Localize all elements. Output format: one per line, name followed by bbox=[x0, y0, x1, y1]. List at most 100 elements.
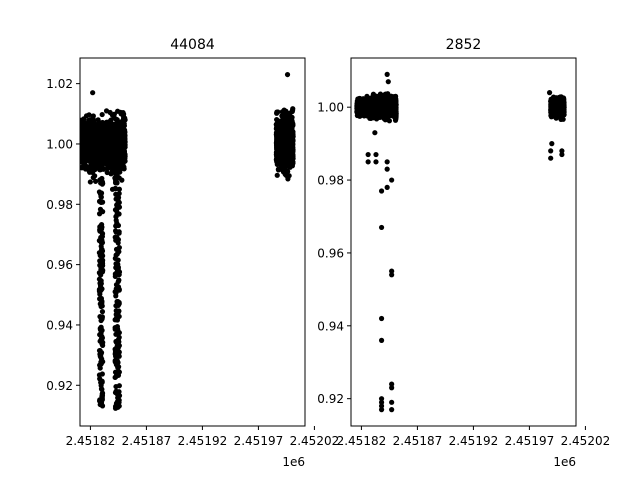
data-point bbox=[116, 129, 123, 135]
data-point bbox=[275, 160, 282, 166]
data-point bbox=[108, 123, 114, 129]
dip-point bbox=[97, 228, 103, 234]
dip-point bbox=[99, 309, 106, 315]
dip-point bbox=[99, 251, 105, 258]
dip-point bbox=[113, 172, 119, 178]
data-point bbox=[92, 178, 99, 184]
chart-title: 2852 bbox=[446, 37, 482, 53]
data-point bbox=[107, 156, 113, 162]
data-point bbox=[94, 142, 100, 148]
data-point bbox=[120, 157, 127, 163]
dip-point bbox=[99, 221, 105, 228]
data-point bbox=[289, 114, 295, 120]
dip-point bbox=[114, 159, 120, 165]
data-point bbox=[274, 109, 280, 115]
x-tick-label: 2.45182 bbox=[66, 434, 116, 448]
data-point bbox=[85, 135, 91, 141]
data-point bbox=[109, 112, 115, 118]
data-point bbox=[284, 160, 290, 167]
dip-point bbox=[99, 299, 105, 305]
data-point bbox=[80, 119, 85, 126]
dip-point bbox=[113, 331, 119, 337]
dip-point bbox=[115, 302, 121, 308]
data-point bbox=[290, 106, 296, 112]
data-point bbox=[118, 123, 124, 129]
data-point bbox=[277, 132, 283, 138]
y-tick-label: 1.00 bbox=[46, 137, 73, 151]
x-tick-label: 2.45192 bbox=[178, 434, 228, 448]
data-point bbox=[280, 154, 286, 160]
data-point bbox=[275, 167, 282, 173]
data-point bbox=[282, 144, 289, 150]
data-point bbox=[108, 171, 114, 177]
dip-point bbox=[97, 155, 103, 161]
dip-point bbox=[99, 247, 105, 254]
dip-point bbox=[115, 222, 122, 229]
dip-point bbox=[115, 237, 121, 243]
dip-point bbox=[114, 324, 120, 330]
dip-point bbox=[114, 150, 120, 156]
dip-point bbox=[113, 229, 119, 235]
x-tick-label: 2.45202 bbox=[290, 434, 340, 448]
data-point bbox=[84, 149, 91, 155]
data-point bbox=[278, 150, 284, 156]
dip-point bbox=[97, 332, 103, 338]
dip-point bbox=[114, 343, 120, 349]
dip-point bbox=[112, 180, 119, 186]
axes-frame bbox=[79, 57, 306, 427]
data-point bbox=[357, 106, 363, 112]
dip-point bbox=[113, 176, 120, 182]
data-point bbox=[95, 137, 101, 143]
dip-point bbox=[98, 325, 104, 331]
data-point bbox=[277, 142, 283, 148]
data-point bbox=[89, 169, 96, 176]
data-point bbox=[114, 117, 120, 123]
data-point bbox=[85, 164, 91, 171]
scatter-points bbox=[80, 71, 296, 411]
data-point bbox=[89, 152, 95, 158]
dip-point bbox=[97, 353, 103, 359]
dip-point bbox=[113, 282, 120, 288]
data-point bbox=[289, 125, 295, 131]
dip-point bbox=[99, 371, 105, 377]
data-point bbox=[99, 111, 105, 118]
data-point bbox=[288, 142, 295, 148]
dip-point bbox=[98, 146, 104, 153]
outlier-point bbox=[284, 71, 291, 78]
data-point bbox=[273, 121, 279, 127]
data-point bbox=[115, 108, 121, 114]
dip-point bbox=[112, 374, 118, 381]
y-tick-label: 0.92 bbox=[46, 379, 73, 393]
dip-point bbox=[99, 161, 105, 167]
x-offset-label: 1e6 bbox=[282, 455, 305, 469]
data-point bbox=[282, 132, 288, 139]
data-point bbox=[85, 155, 91, 161]
data-point bbox=[282, 149, 288, 156]
data-point bbox=[361, 109, 367, 115]
scatter-points bbox=[354, 71, 567, 413]
data-point bbox=[107, 131, 113, 138]
dip-point bbox=[116, 353, 122, 359]
data-point bbox=[289, 151, 296, 157]
data-point bbox=[360, 100, 366, 106]
dip-point bbox=[115, 359, 121, 366]
data-point bbox=[282, 165, 288, 172]
dip-point bbox=[113, 293, 119, 299]
data-point bbox=[89, 129, 95, 136]
dip-point bbox=[116, 403, 122, 409]
dip-point bbox=[113, 252, 119, 258]
data-point bbox=[86, 112, 92, 118]
data-point bbox=[90, 174, 96, 181]
data-point bbox=[383, 91, 389, 97]
data-point bbox=[286, 130, 292, 136]
data-point bbox=[80, 150, 85, 157]
dip-point bbox=[113, 270, 119, 277]
data-point bbox=[81, 126, 87, 132]
data-point bbox=[276, 136, 283, 142]
dip-point bbox=[116, 383, 122, 389]
dip-point bbox=[112, 369, 119, 375]
data-point bbox=[286, 173, 292, 179]
